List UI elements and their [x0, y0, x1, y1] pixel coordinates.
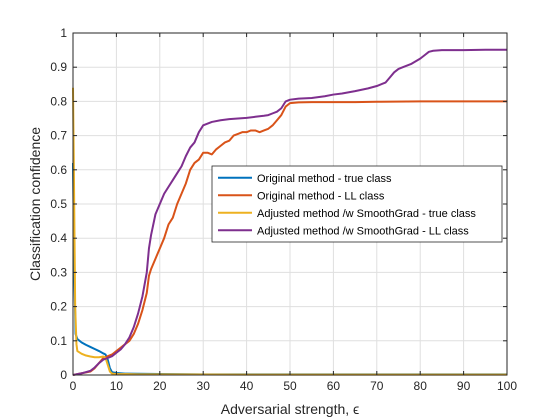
x-axis-label: Adversarial strength, ϵ: [221, 401, 359, 417]
x-tick-label: 20: [153, 379, 167, 393]
legend: Original method - true class Original met…: [212, 166, 502, 242]
x-tick-label: 50: [283, 379, 297, 393]
x-tick-label: 90: [457, 379, 471, 393]
x-tick-label: 0: [70, 379, 77, 393]
y-tick-label: 0.7: [50, 129, 67, 143]
y-tick-label: 0.4: [50, 231, 67, 245]
y-tick-label: 1: [60, 26, 67, 40]
legend-label-1: Original method - true class: [257, 173, 392, 185]
y-tick-label: 0.3: [50, 265, 67, 279]
y-tick-label: 0.5: [50, 197, 67, 211]
y-tick-label: 0.1: [50, 334, 67, 348]
legend-label-3: Adjusted method /w SmoothGrad - true cla…: [257, 208, 476, 220]
y-axis-label: Classification confidence: [27, 127, 43, 281]
legend-label-2: Original method - LL class: [257, 190, 385, 202]
y-tick-label: 0.9: [50, 60, 67, 74]
y-tick-label: 0.2: [50, 300, 67, 314]
x-tick-label: 80: [414, 379, 428, 393]
x-tick-label: 30: [197, 379, 211, 393]
x-tick-label: 40: [240, 379, 254, 393]
y-tick-label: 0: [60, 368, 67, 382]
legend-label-4: Adjusted method /w SmoothGrad - LL class: [257, 225, 469, 237]
y-tick-label: 0.8: [50, 94, 67, 108]
x-tick-label: 100: [497, 379, 517, 393]
x-tick-label: 10: [110, 379, 124, 393]
x-tick-label: 70: [370, 379, 384, 393]
x-tick-label: 60: [327, 379, 341, 393]
y-tick-label: 0.6: [50, 163, 67, 177]
